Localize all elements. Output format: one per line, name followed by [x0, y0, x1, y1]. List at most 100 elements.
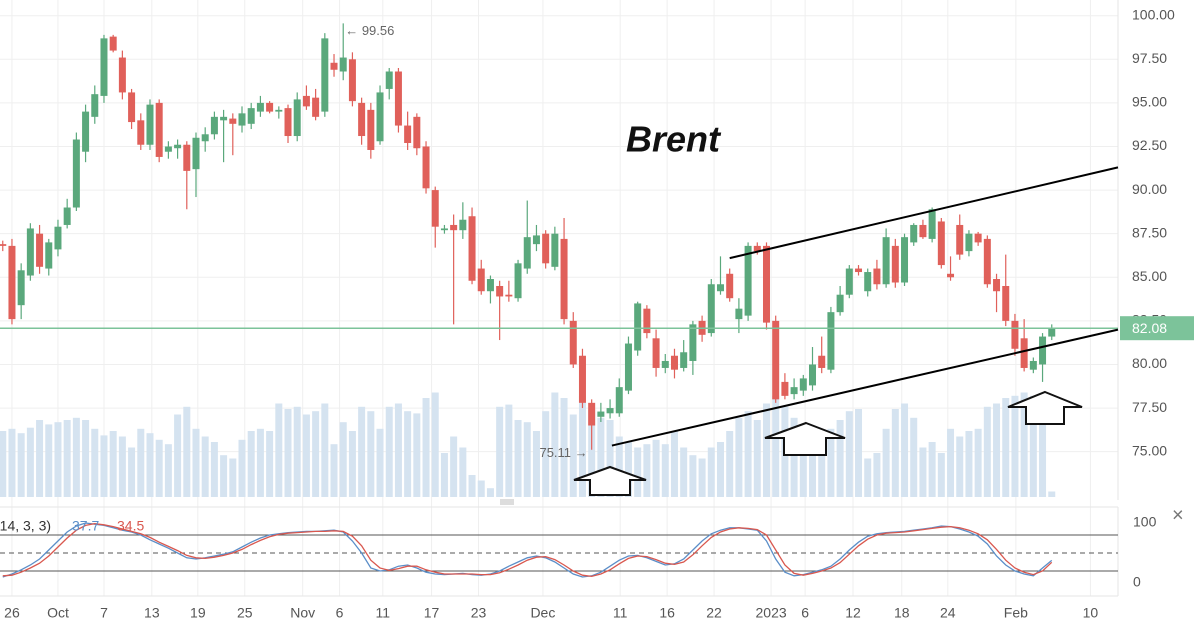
- candle-body: [1048, 328, 1056, 337]
- x-tick-label: 11: [376, 605, 391, 621]
- candle-body: [17, 270, 25, 306]
- volume-bar: [330, 444, 338, 497]
- y-tick-label: 80.00: [1132, 355, 1167, 371]
- volume-bar: [1029, 395, 1037, 497]
- candle-body: [146, 104, 154, 145]
- volume-bar: [753, 420, 761, 497]
- volume-bar: [974, 428, 982, 497]
- candle-body: [137, 120, 145, 145]
- candle-body: [63, 207, 71, 225]
- candle-body: [247, 108, 255, 124]
- candle-body: [726, 273, 734, 299]
- candle-body: [8, 245, 16, 320]
- volume-bar: [762, 403, 770, 497]
- x-tick-label: 18: [894, 605, 910, 621]
- candle-body: [54, 226, 62, 250]
- volume-bar: [63, 420, 71, 497]
- x-tick-label: 2023: [756, 605, 787, 621]
- candle-body: [118, 57, 126, 93]
- x-tick-label: 13: [144, 605, 160, 621]
- candle-body: [762, 245, 770, 323]
- candle-body: [210, 116, 218, 135]
- candle-body: [606, 408, 614, 414]
- volume-bar: [1002, 398, 1010, 497]
- candle-body: [753, 245, 761, 252]
- stoch-tick-label: 100: [1133, 514, 1157, 530]
- y-tick-label: 97.50: [1132, 50, 1167, 66]
- candle-body: [680, 352, 688, 368]
- volume-bar: [8, 428, 16, 497]
- candle-body: [634, 303, 642, 351]
- candle-body: [100, 38, 108, 96]
- candle-body: [532, 235, 540, 245]
- volume-bar: [818, 436, 826, 497]
- candle-body: [597, 411, 605, 417]
- candle-body: [293, 99, 301, 137]
- volume-bar: [1048, 491, 1056, 497]
- candle-body: [993, 279, 1001, 292]
- candle-body: [615, 387, 623, 414]
- volume-bar: [164, 444, 172, 497]
- up-arrow: [764, 421, 846, 456]
- candle-body: [422, 146, 430, 189]
- candle-body: [321, 38, 329, 112]
- volume-bar: [36, 420, 44, 497]
- candle-body: [431, 190, 439, 227]
- candle-body: [744, 245, 752, 316]
- x-tick-label: 11: [613, 605, 628, 621]
- candle-body: [376, 92, 384, 142]
- candle-body: [229, 118, 237, 124]
- candle-body: [348, 59, 356, 102]
- candle-body: [799, 378, 807, 391]
- volume-bar: [302, 414, 310, 497]
- x-tick-label: Oct: [47, 605, 69, 621]
- candle-body: [560, 238, 568, 320]
- close-button[interactable]: ×: [1172, 504, 1184, 526]
- candle-body: [109, 36, 117, 51]
- volume-bar: [192, 428, 200, 497]
- volume-bar: [385, 406, 393, 497]
- volume-bar: [0, 431, 7, 497]
- x-tick-label: 23: [471, 605, 487, 621]
- candle-body: [845, 268, 853, 295]
- volume-bar: [882, 428, 890, 497]
- volume-bar: [689, 455, 697, 497]
- volume-bar: [486, 488, 494, 497]
- candle-body: [36, 233, 44, 267]
- candle-body: [385, 71, 393, 89]
- volume-bar: [404, 411, 412, 497]
- annotation: 75.11 →: [539, 445, 587, 460]
- volume-bar: [551, 392, 559, 497]
- up-arrow: [1007, 390, 1083, 425]
- volume-bar: [459, 447, 467, 497]
- x-tick-label: 7: [100, 605, 108, 621]
- candle-body: [928, 209, 936, 239]
- x-tick-label: 26: [4, 605, 20, 621]
- volume-bar: [532, 431, 540, 497]
- candle-body: [256, 102, 264, 112]
- last-price-box: [1120, 316, 1194, 341]
- y-tick-label: 85.00: [1132, 268, 1167, 284]
- candle-body: [956, 224, 964, 255]
- volume-bar: [109, 431, 117, 497]
- candle-body: [855, 268, 863, 273]
- x-tick-label: Dec: [530, 605, 555, 621]
- volume-bar: [247, 431, 255, 497]
- volume-bar: [615, 436, 623, 497]
- candle-body: [781, 381, 789, 396]
- volume-bar: [82, 420, 90, 497]
- x-tick-label: 17: [424, 605, 440, 621]
- volume-bar: [790, 417, 798, 497]
- candle-body: [404, 125, 412, 143]
- drag-handle[interactable]: [500, 499, 514, 505]
- candle-body: [486, 279, 494, 292]
- volume-bar: [26, 427, 34, 497]
- volume-bar: [965, 431, 973, 497]
- stoch-label: (14, 3, 3): [0, 518, 51, 534]
- candle-body: [965, 233, 973, 252]
- volume-bar: [698, 458, 706, 497]
- volume-bar: [72, 417, 80, 497]
- candle-body: [827, 312, 835, 370]
- volume-bar: [394, 403, 402, 497]
- volume-bar: [836, 420, 844, 497]
